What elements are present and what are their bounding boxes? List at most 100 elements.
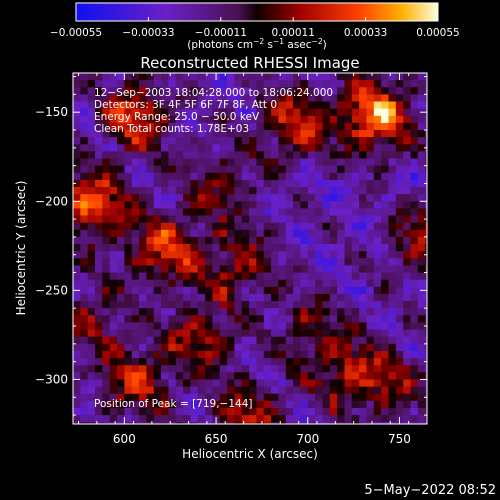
heatmap-cell bbox=[234, 158, 243, 167]
heatmap-cell bbox=[219, 80, 228, 88]
heatmap-cell bbox=[359, 101, 367, 110]
heatmap-cell bbox=[197, 251, 206, 259]
heatmap-cell bbox=[212, 301, 221, 309]
heatmap-cell bbox=[190, 365, 199, 373]
heatmap-cell bbox=[73, 365, 81, 373]
heatmap-cell bbox=[337, 258, 345, 266]
heatmap-cell bbox=[373, 122, 382, 131]
heatmap-cell bbox=[124, 343, 133, 352]
heatmap-cell bbox=[124, 115, 133, 124]
heatmap-cell bbox=[117, 115, 125, 124]
heatmap-cell bbox=[131, 286, 140, 295]
heatmap-cell bbox=[256, 343, 265, 352]
heatmap-cell bbox=[234, 322, 243, 331]
heatmap-cell bbox=[161, 272, 169, 281]
heatmap-cell bbox=[263, 165, 272, 174]
heatmap-cell bbox=[373, 422, 382, 424]
heatmap-cell bbox=[307, 222, 316, 231]
heatmap-cell bbox=[403, 87, 412, 95]
heatmap-cell bbox=[293, 215, 301, 224]
heatmap-cell bbox=[161, 258, 169, 266]
heatmap-cell bbox=[212, 286, 221, 295]
heatmap-cell bbox=[109, 151, 118, 160]
heatmap-cell bbox=[307, 80, 316, 88]
heatmap-cell bbox=[109, 258, 118, 266]
heatmap-cell bbox=[329, 415, 338, 423]
heatmap-cell bbox=[373, 301, 382, 309]
heatmap-cell bbox=[87, 208, 96, 217]
heatmap-cell bbox=[95, 87, 103, 95]
heatmap-cell bbox=[256, 322, 265, 331]
heatmap-cell bbox=[153, 222, 162, 231]
heatmap-cell bbox=[351, 101, 360, 110]
heatmap-cell bbox=[403, 73, 412, 81]
heatmap-cell bbox=[278, 415, 287, 423]
heatmap-cell bbox=[329, 301, 338, 309]
heatmap-cell bbox=[395, 80, 404, 88]
heatmap-cell bbox=[285, 179, 294, 188]
heatmap-cell bbox=[95, 272, 103, 281]
heatmap-cell bbox=[109, 236, 118, 245]
heatmap-cell bbox=[359, 379, 367, 388]
heatmap-cell bbox=[95, 386, 103, 395]
heatmap-cell bbox=[433, 408, 441, 416]
heatmap-cell bbox=[241, 80, 250, 88]
heatmap-cell bbox=[139, 229, 147, 238]
heatmap-cell bbox=[344, 322, 353, 331]
heatmap-cell bbox=[351, 115, 360, 124]
heatmap-cell bbox=[205, 322, 213, 331]
heatmap-cell bbox=[410, 293, 419, 302]
heatmap-cell bbox=[124, 80, 133, 88]
heatmap-cell bbox=[168, 165, 177, 174]
heatmap-cell bbox=[307, 122, 316, 131]
heatmap-cell bbox=[190, 336, 199, 345]
heatmap-cell bbox=[337, 165, 345, 174]
heatmap-cell bbox=[285, 130, 294, 138]
heatmap-cell bbox=[263, 379, 272, 388]
heatmap-cell bbox=[300, 315, 309, 323]
heatmap-cell bbox=[278, 258, 287, 266]
heatmap-cell bbox=[175, 130, 184, 138]
heatmap-cell bbox=[395, 372, 404, 380]
heatmap-cell bbox=[263, 265, 272, 274]
heatmap-cell bbox=[278, 343, 287, 352]
heatmap-cell bbox=[175, 201, 184, 209]
heatmap-cell bbox=[131, 122, 140, 131]
heatmap-cell bbox=[175, 308, 184, 316]
heatmap-cell bbox=[139, 386, 147, 395]
heatmap-cell bbox=[234, 301, 243, 309]
heatmap-cell bbox=[80, 429, 88, 437]
heatmap-cell bbox=[197, 272, 206, 281]
heatmap-cell bbox=[381, 130, 389, 138]
heatmap-cell bbox=[278, 308, 287, 316]
heatmap-cell bbox=[197, 343, 206, 352]
heatmap-cell bbox=[329, 236, 338, 245]
heatmap-cell bbox=[241, 137, 250, 145]
heatmap-cell bbox=[337, 144, 345, 152]
heatmap-cell bbox=[329, 393, 338, 402]
heatmap-cell bbox=[388, 308, 397, 316]
heatmap-cell bbox=[329, 372, 338, 380]
heatmap-cell bbox=[359, 286, 367, 295]
heatmap-cell bbox=[351, 122, 360, 131]
heatmap-cell bbox=[373, 400, 382, 409]
heatmap-cell bbox=[329, 222, 338, 231]
heatmap-cell bbox=[410, 265, 419, 274]
heatmap-cell bbox=[359, 215, 367, 224]
heatmap-cell bbox=[80, 179, 89, 188]
heatmap-cell bbox=[146, 308, 155, 316]
x-tick-label: 750 bbox=[388, 432, 411, 446]
heatmap-cell bbox=[381, 301, 389, 309]
heatmap-cell bbox=[359, 251, 367, 259]
heatmap-cell bbox=[388, 350, 397, 359]
heatmap-cell bbox=[227, 293, 235, 302]
heatmap-cell bbox=[197, 158, 206, 167]
heatmap-cell bbox=[433, 216, 441, 224]
heatmap-cell bbox=[271, 122, 279, 131]
heatmap-cell bbox=[131, 179, 140, 188]
heatmap-cell bbox=[271, 293, 279, 302]
heatmap-cell bbox=[197, 172, 206, 181]
heatmap-cell bbox=[366, 286, 375, 295]
heatmap-cell bbox=[124, 358, 133, 366]
heatmap-cell bbox=[131, 329, 140, 338]
